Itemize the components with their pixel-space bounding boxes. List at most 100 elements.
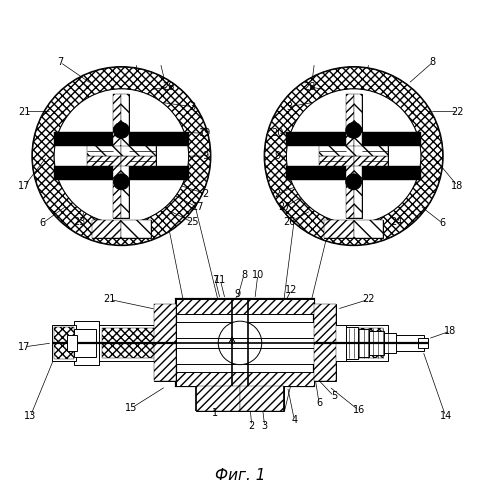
- Bar: [346, 94, 361, 218]
- Wedge shape: [264, 67, 443, 245]
- Circle shape: [264, 67, 443, 245]
- Bar: [154, 304, 176, 382]
- Bar: [121, 220, 151, 238]
- Bar: [195, 386, 285, 411]
- Bar: [354, 220, 384, 238]
- Bar: [102, 328, 166, 358]
- Text: 23: 23: [74, 218, 86, 228]
- Bar: [121, 146, 156, 156]
- Text: 3: 3: [190, 102, 196, 112]
- Bar: [54, 327, 74, 358]
- Bar: [384, 333, 396, 353]
- Text: 28: 28: [163, 82, 175, 92]
- Text: 9: 9: [203, 151, 208, 161]
- Bar: [354, 146, 388, 156]
- Text: 11: 11: [214, 274, 227, 284]
- Text: 7: 7: [57, 57, 63, 67]
- Text: 2: 2: [275, 188, 281, 198]
- Circle shape: [113, 174, 129, 190]
- Bar: [96, 325, 176, 360]
- Text: 17: 17: [18, 181, 31, 191]
- Bar: [346, 94, 354, 218]
- Bar: [121, 156, 156, 166]
- Bar: [334, 325, 346, 360]
- Bar: [92, 220, 151, 238]
- Bar: [354, 94, 361, 218]
- Bar: [240, 386, 285, 411]
- Text: 21: 21: [103, 294, 116, 304]
- Text: 17: 17: [18, 342, 31, 352]
- Text: 22: 22: [362, 294, 375, 304]
- Bar: [54, 166, 189, 180]
- Bar: [319, 328, 384, 358]
- Bar: [92, 220, 121, 238]
- Text: 16: 16: [352, 405, 365, 415]
- Text: 28: 28: [303, 82, 315, 92]
- Text: 27: 27: [278, 202, 291, 212]
- Text: 13: 13: [24, 411, 36, 421]
- Bar: [87, 146, 121, 156]
- Circle shape: [287, 89, 421, 224]
- Text: 18: 18: [444, 326, 456, 336]
- Circle shape: [218, 321, 262, 364]
- Bar: [121, 94, 129, 218]
- Bar: [74, 321, 99, 364]
- Bar: [176, 300, 314, 314]
- Text: 22: 22: [451, 106, 464, 117]
- Text: 18: 18: [451, 181, 464, 191]
- Bar: [176, 300, 314, 386]
- Text: 8: 8: [241, 270, 247, 280]
- Bar: [113, 94, 129, 218]
- Circle shape: [346, 174, 361, 190]
- Text: 2: 2: [249, 421, 255, 431]
- Text: 3: 3: [287, 102, 292, 112]
- Bar: [52, 325, 76, 360]
- Text: 6: 6: [39, 218, 46, 228]
- Text: 10: 10: [252, 270, 264, 280]
- Bar: [319, 156, 354, 166]
- Text: 15: 15: [125, 403, 137, 413]
- Bar: [346, 327, 358, 358]
- Bar: [287, 166, 421, 180]
- Text: 6: 6: [316, 398, 322, 408]
- Bar: [314, 304, 336, 382]
- Bar: [358, 329, 370, 357]
- Text: 21: 21: [18, 106, 31, 117]
- Bar: [324, 220, 384, 238]
- Circle shape: [113, 122, 129, 138]
- Text: 20: 20: [271, 128, 284, 138]
- Text: 3: 3: [262, 421, 268, 431]
- Text: 27: 27: [191, 202, 204, 212]
- Text: 14: 14: [440, 411, 452, 421]
- Text: 5: 5: [331, 392, 337, 402]
- Circle shape: [54, 89, 189, 224]
- Text: 6: 6: [440, 218, 446, 228]
- Bar: [314, 304, 336, 382]
- Bar: [154, 304, 176, 382]
- Bar: [418, 338, 428, 348]
- Bar: [314, 325, 388, 360]
- Text: 19: 19: [199, 128, 212, 138]
- Bar: [195, 386, 240, 411]
- Text: 2: 2: [202, 188, 208, 198]
- Bar: [176, 372, 314, 386]
- Bar: [319, 146, 388, 166]
- Bar: [87, 146, 156, 166]
- Bar: [354, 156, 388, 166]
- Bar: [74, 329, 96, 357]
- Text: 1: 1: [212, 408, 218, 418]
- Text: 24: 24: [390, 218, 402, 228]
- Text: 26: 26: [283, 218, 296, 228]
- Bar: [396, 335, 424, 351]
- Bar: [87, 156, 121, 166]
- Text: Фиг. 1: Фиг. 1: [215, 468, 265, 483]
- Text: 25: 25: [186, 218, 199, 228]
- Bar: [324, 220, 354, 238]
- Circle shape: [346, 122, 361, 138]
- Text: 7: 7: [212, 274, 218, 284]
- Text: 4: 4: [291, 415, 298, 425]
- Bar: [67, 335, 77, 351]
- Text: 12: 12: [285, 284, 298, 294]
- Bar: [287, 132, 421, 146]
- Text: 8: 8: [430, 57, 436, 67]
